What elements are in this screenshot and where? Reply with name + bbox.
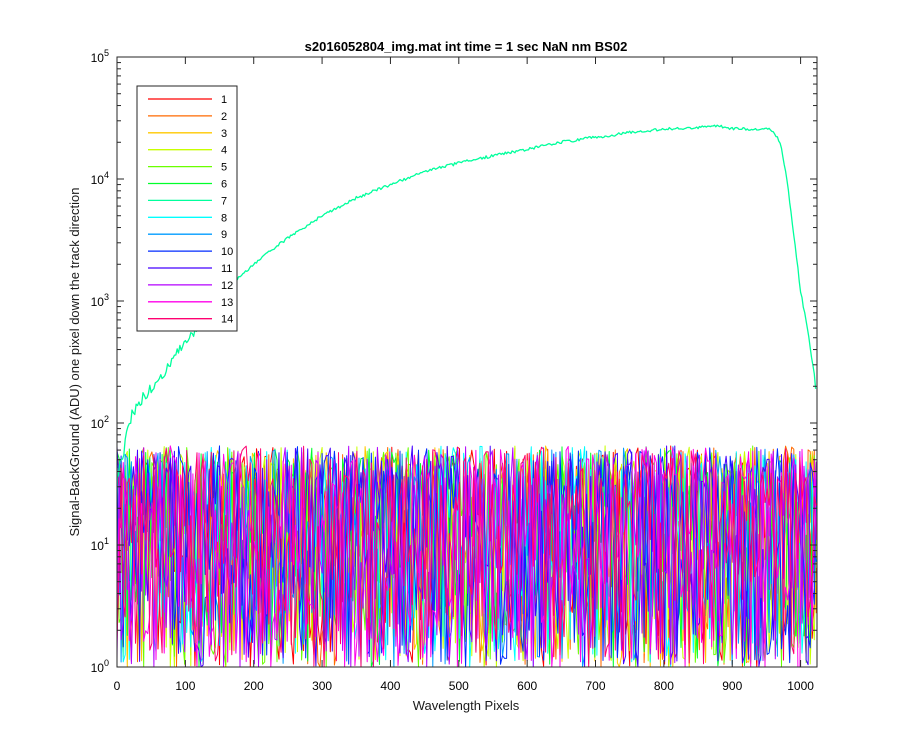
- legend-label-7: 7: [221, 195, 227, 207]
- series-line-5: [116, 445, 817, 668]
- x-tick-label: 0: [114, 679, 121, 693]
- legend-label-3: 3: [221, 128, 227, 140]
- y-tick-label: 104: [91, 170, 109, 187]
- x-tick-label: 400: [380, 679, 400, 693]
- chart-title: s2016052804_img.mat int time = 1 sec NaN…: [305, 39, 628, 54]
- x-axis-title: Wavelength Pixels: [413, 698, 520, 713]
- y-tick-label: 105: [91, 48, 109, 65]
- legend-label-4: 4: [221, 145, 227, 157]
- legend-label-6: 6: [221, 179, 227, 191]
- x-tick-label: 800: [654, 679, 674, 693]
- y-tick-label: 101: [91, 536, 109, 553]
- ticks-layer: 0 100 200 300 400 500 600 700 800 900 100010010110…: [91, 48, 817, 693]
- x-tick-label: 900: [722, 679, 742, 693]
- legend-label-2: 2: [221, 111, 227, 123]
- series-line-14: [116, 445, 817, 668]
- legend-label-14: 14: [221, 314, 233, 326]
- axes-box: [116, 56, 818, 668]
- x-tick-label: 300: [312, 679, 332, 693]
- legend-label-10: 10: [221, 246, 233, 258]
- y-axis-title: Signal-BackGround (ADU) one pixel down t…: [67, 187, 82, 536]
- legend-label-9: 9: [221, 229, 227, 241]
- legend-label-5: 5: [221, 162, 227, 174]
- x-tick-label: 100: [175, 679, 195, 693]
- y-tick-label: 103: [91, 292, 109, 309]
- x-tick-label: 500: [449, 679, 469, 693]
- x-tick-label: 1000: [787, 679, 814, 693]
- y-tick-label: 100: [91, 658, 109, 675]
- legend-label-12: 12: [221, 280, 233, 292]
- legend-box: [136, 85, 238, 332]
- x-tick-label: 700: [586, 679, 606, 693]
- x-tick-label: 600: [517, 679, 537, 693]
- legend-label-11: 11: [221, 263, 232, 275]
- y-tick-label: 102: [91, 414, 109, 431]
- x-tick-label: 200: [244, 679, 264, 693]
- series-layer: [116, 124, 817, 668]
- legend-label-8: 8: [221, 212, 227, 224]
- legend-label-1: 1: [221, 94, 227, 106]
- legend-label-13: 13: [221, 297, 233, 309]
